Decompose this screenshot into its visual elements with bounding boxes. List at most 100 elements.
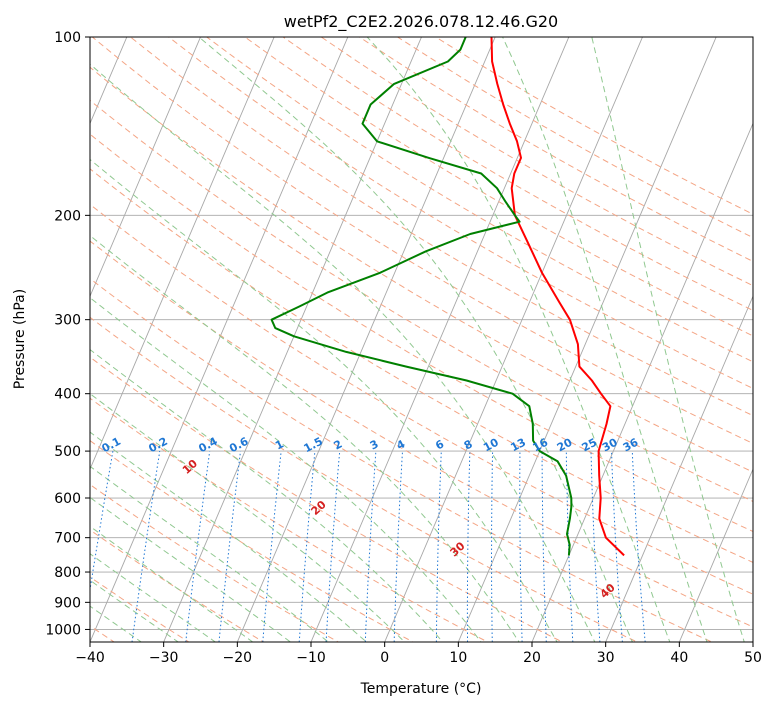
isotherm-line — [457, 37, 717, 642]
mixing-ratio-label: 25 — [580, 436, 600, 455]
mixing-ratio-line — [611, 451, 623, 642]
plot-frame — [89, 36, 754, 643]
mixing-ratio-label: 0.4 — [196, 435, 220, 456]
dry-adiabat-line — [167, 37, 753, 389]
x-tick-label: 20 — [523, 650, 541, 666]
y-tick-label: 700 — [54, 531, 81, 547]
mixing-ratio-line — [364, 451, 377, 642]
moist-adiabat-line — [502, 37, 708, 642]
mixing-ratio-label: 10 — [481, 436, 501, 455]
isotherm-line — [0, 10, 65, 654]
y-tick-label: 200 — [54, 208, 81, 224]
moist-adiabats — [90, 37, 745, 642]
isotherm-grid — [0, 10, 753, 654]
mixing-ratio-line — [590, 451, 601, 642]
moist-adiabat-line — [90, 393, 406, 642]
y-axis-label: Pressure (hPa) — [12, 289, 28, 389]
x-tick-label: −30 — [149, 650, 179, 666]
isotherm-line — [310, 37, 570, 642]
y-axis: 100 200 300 400 500 600 700 800 900 1000 — [45, 30, 90, 638]
isotherm-line — [678, 467, 753, 642]
moist-adiabat-line — [90, 234, 520, 642]
x-axis-label: Temperature (°C) — [360, 681, 482, 697]
y-tick-label: 600 — [54, 491, 81, 507]
mixing-ratio-line — [466, 451, 471, 642]
mixing-ratio-line — [565, 451, 574, 642]
dry-adiabat-line — [90, 316, 639, 642]
mixing-ratio-label: 6 — [433, 437, 446, 452]
mixing-ratio-label: 0.6 — [227, 435, 251, 456]
dry-adiabat-line — [396, 37, 753, 239]
mixing-ratio-line — [393, 451, 403, 642]
isotherm-line — [90, 37, 201, 298]
y-tick-label: 800 — [54, 565, 81, 581]
x-tick-label: 40 — [670, 650, 688, 666]
mixing-ratio-labels: 0.1 0.2 0.4 0.6 1 1.5 2 3 4 6 8 10 13 16 20 25 30 36 — [100, 435, 641, 456]
dry-adiabat-line — [320, 37, 753, 287]
isotherm-line — [90, 37, 349, 642]
x-tick-label: 30 — [597, 650, 615, 666]
mixing-ratio-line — [262, 451, 282, 642]
mixing-ratio-line — [325, 451, 341, 642]
isotherm-line — [163, 37, 422, 642]
y-tick-label: 1000 — [45, 622, 81, 638]
dry-adiabat-line — [90, 133, 753, 533]
isotherm-line — [384, 37, 643, 642]
dry-adiabat-line — [90, 529, 265, 642]
dry-adiabat-line — [90, 66, 753, 473]
x-tick-label: 0 — [380, 650, 389, 666]
dry-adiabat-line — [129, 37, 753, 417]
moist-adiabat-line — [90, 553, 217, 642]
temperature-profile-line — [490, 37, 625, 557]
dry-adiabat-line — [90, 397, 489, 642]
moist-adiabat-line — [90, 431, 368, 642]
dry-adiabat-line — [91, 37, 753, 445]
mixing-ratio-label: 30 — [600, 436, 620, 455]
isotherm-line — [605, 295, 753, 642]
isotherm-line — [90, 37, 275, 471]
dry-adiabat-line — [90, 356, 564, 642]
mixing-ratio-line — [541, 451, 547, 642]
moist-adiabat-line — [366, 37, 671, 642]
isotherm-line — [236, 37, 496, 642]
mixing-ratio-line — [491, 451, 494, 642]
dry-adiabat-label: 10 — [180, 457, 200, 477]
x-tick-label: 10 — [449, 650, 467, 666]
isotherm-line — [531, 122, 753, 642]
moist-adiabat-line — [90, 525, 254, 642]
y-tick-label: 900 — [54, 595, 81, 611]
mixing-ratio-label: 8 — [462, 437, 475, 452]
mixing-ratio-lines — [90, 451, 646, 642]
dry-adiabat-line — [90, 483, 340, 642]
mixing-ratio-label: 2 — [332, 437, 345, 452]
moist-adiabat-line — [90, 63, 596, 642]
mixing-ratio-line — [631, 451, 646, 642]
mixing-ratio-line — [131, 451, 161, 642]
moist-adiabat-line — [90, 297, 482, 642]
mixing-ratio-label: 16 — [531, 436, 551, 455]
dry-adiabat-line — [244, 37, 753, 337]
dry-adiabat-line — [90, 168, 753, 563]
y-tick-label: 400 — [54, 387, 81, 403]
mixing-ratio-label: 20 — [555, 436, 575, 455]
x-tick-label: −20 — [223, 650, 253, 666]
mixing-ratio-label: 13 — [508, 436, 528, 455]
mixing-ratio-line — [185, 451, 211, 642]
mixing-ratio-label: 4 — [394, 437, 407, 452]
dry-adiabat-line — [90, 240, 753, 628]
chart-title: wetPf2_C2E2.2026.078.12.46.G20 — [284, 12, 558, 32]
y-tick-label: 500 — [54, 444, 81, 460]
moist-adiabat-line — [90, 348, 444, 642]
y-tick-label: 300 — [54, 313, 81, 329]
x-tick-label: −40 — [75, 650, 105, 666]
dry-adiabat-line — [90, 99, 753, 502]
mixing-ratio-label: 36 — [621, 436, 641, 455]
dry-adiabat-label: 30 — [448, 539, 468, 559]
y-tick-label: 100 — [54, 30, 81, 46]
isotherm-line — [90, 37, 128, 125]
isobar-grid — [90, 37, 753, 630]
mixing-ratio-line — [519, 451, 523, 642]
moist-adiabat-line — [90, 579, 180, 642]
dry-adiabat-line — [358, 37, 753, 263]
dry-adiabat-line — [434, 37, 753, 215]
